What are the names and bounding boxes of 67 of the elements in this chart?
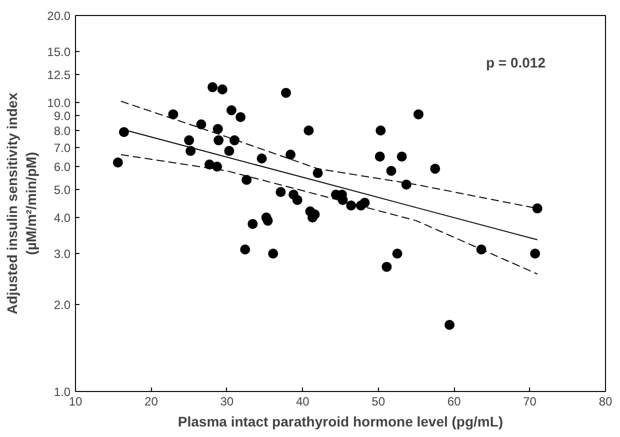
point: [196, 119, 206, 130]
point: [212, 124, 223, 134]
y-tick-label: 9.0: [54, 109, 71, 124]
y-tick-label: 6.0: [54, 160, 71, 174]
point: [242, 174, 252, 185]
point: [224, 146, 234, 156]
x-tick-label: 60: [447, 394, 462, 408]
x-tick-label: 10: [68, 394, 82, 408]
y-tick-label: 3.0: [54, 247, 71, 262]
point: [184, 135, 194, 146]
point: [444, 320, 455, 330]
y-tick-label: 5.0: [54, 182, 71, 197]
y-tick-label: 7.0: [54, 140, 71, 155]
point: [360, 198, 370, 208]
y-tick-label: 8.0: [54, 124, 71, 138]
point: [240, 244, 250, 254]
y-tick-label: 2.0: [54, 298, 71, 312]
point: [280, 88, 291, 98]
point: [382, 262, 392, 272]
point: [396, 152, 407, 162]
point: [214, 135, 224, 146]
x-tick-label: 20: [144, 394, 158, 408]
point: [248, 218, 258, 229]
point: [401, 180, 412, 190]
point: [217, 84, 228, 94]
point: [276, 187, 286, 198]
y-tick-label: 4.0: [54, 211, 71, 226]
x-tick-label: 70: [523, 394, 537, 408]
point: [168, 109, 178, 120]
point: [268, 248, 278, 259]
point: [312, 168, 323, 178]
point: [530, 248, 540, 259]
point: [286, 150, 296, 160]
point: [292, 194, 302, 205]
x-axis-title: Plasma intact parathyroid hormone level (pg/mL): [178, 414, 504, 430]
point: [413, 109, 424, 120]
point: [346, 200, 356, 211]
point: [476, 244, 486, 254]
point: [532, 203, 542, 214]
point: [262, 216, 273, 226]
point: [112, 158, 123, 168]
point: [118, 127, 129, 138]
point: [304, 126, 314, 136]
y-tick-label: 20.0: [47, 9, 71, 23]
point: [376, 126, 386, 136]
y-axis-title: Adjusted insulin sensitivity index (µM/m²/min/pM): [4, 92, 40, 314]
x-tick-label: 40: [296, 394, 310, 408]
y-tick-label: 15.0: [47, 45, 71, 60]
y-tick-label: 10.0: [47, 96, 71, 110]
point: [186, 146, 196, 156]
point: [392, 248, 402, 259]
point: [256, 154, 267, 164]
point: [230, 135, 240, 146]
y-tick-label: 12.5: [47, 68, 71, 82]
point: [386, 166, 396, 176]
x-tick-label: 50: [372, 394, 386, 408]
x-tick-label: 80: [598, 394, 612, 408]
point: [208, 82, 218, 92]
x-tick-label: 30: [220, 394, 234, 408]
y-tick-label: 1.0: [54, 385, 71, 399]
line-series: [120, 154, 538, 275]
point: [430, 164, 440, 174]
point: [236, 112, 246, 122]
point: [212, 162, 222, 172]
point: [226, 105, 236, 116]
point: [374, 152, 385, 162]
annotation: p = 0.012: [486, 54, 546, 70]
